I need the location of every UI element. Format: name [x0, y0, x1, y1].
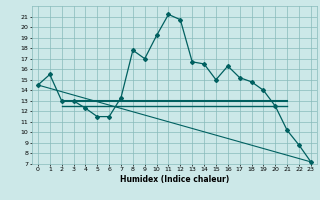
X-axis label: Humidex (Indice chaleur): Humidex (Indice chaleur) — [120, 175, 229, 184]
